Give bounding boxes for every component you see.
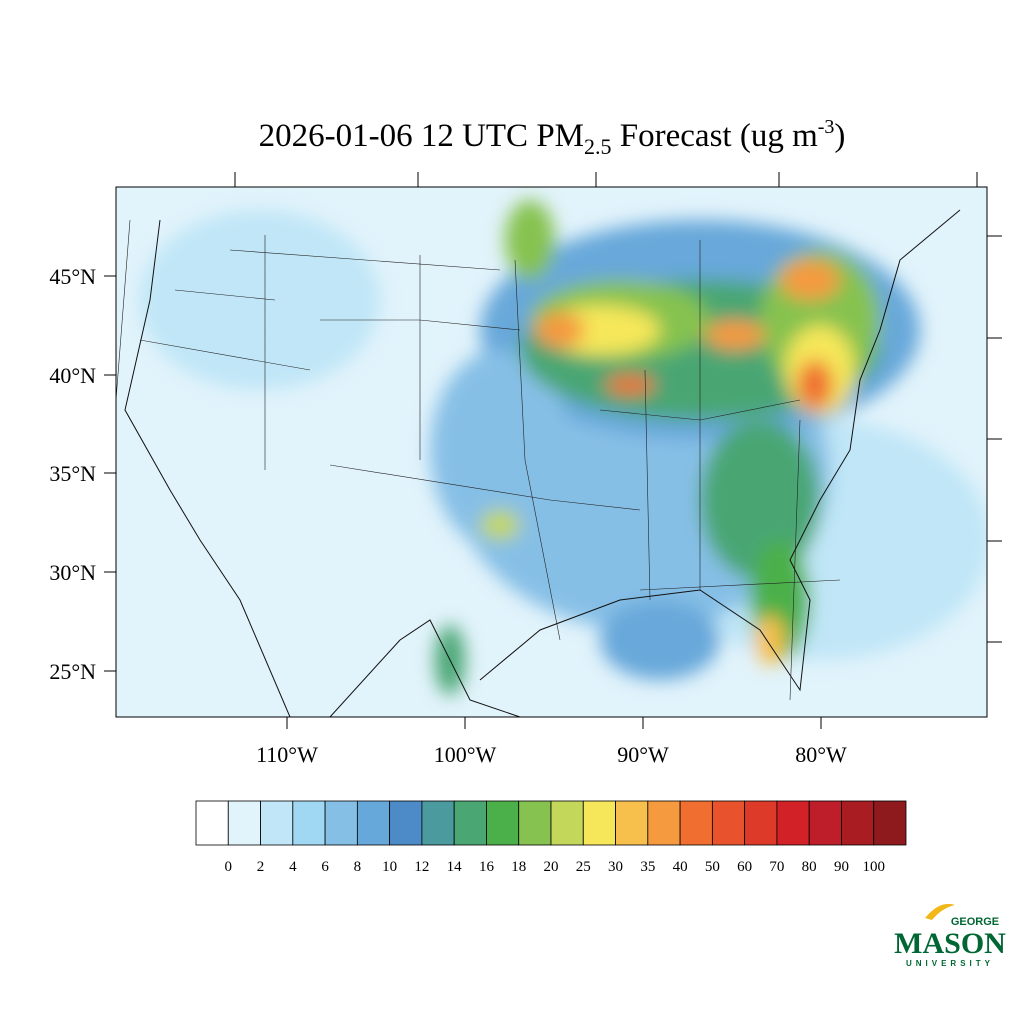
colorbar-label: 70 [769, 859, 784, 875]
lat-label: 30°N [49, 560, 96, 585]
lat-label: 45°N [49, 264, 96, 289]
colorbar-label: 4 [289, 859, 297, 875]
logo-main: MASON [894, 927, 1006, 960]
map-ticks [104, 172, 1002, 729]
colorbar-box [518, 800, 552, 846]
colorbar-box [195, 800, 229, 846]
colorbar-box [873, 800, 907, 846]
colorbar-box [711, 800, 746, 846]
colorbar-box [486, 800, 520, 846]
lat-label: 35°N [49, 461, 96, 486]
colorbar-label: 90 [834, 859, 849, 875]
colorbar-label: 50 [705, 859, 720, 875]
colorbar-label: 18 [511, 859, 526, 875]
colorbar-box [421, 800, 455, 846]
colorbar-label: 14 [447, 859, 463, 875]
logo-top: GEORGE [951, 916, 999, 928]
title-subscript: 2.5 [584, 134, 612, 159]
colorbar-box [808, 800, 842, 846]
title-superscript: -3 [818, 116, 835, 138]
title-end: ) [834, 118, 845, 154]
axis-labels: 45°N 40°N 35°N 30°N 25°N 110°W 100°W 90°W 80°W [49, 264, 847, 767]
colorbar-label: 12 [414, 859, 429, 875]
colorbar-box [679, 800, 713, 846]
colorbar-box [453, 800, 487, 846]
colorbar-box [841, 800, 875, 846]
colorbar: 0 2 4 6 8 10 12 14 16 18 20 25 30 35 40 50 60 70 80 90 100 [195, 800, 907, 875]
colorbar-box [615, 800, 649, 846]
map-field [116, 187, 987, 717]
colorbar-label: 8 [354, 859, 362, 875]
lon-label: 100°W [434, 742, 497, 767]
colorbar-label: 80 [802, 859, 817, 875]
lon-label: 80°W [795, 742, 847, 767]
colorbar-box [744, 800, 778, 846]
colorbar-box [647, 800, 681, 846]
colorbar-label: 60 [737, 859, 752, 875]
colorbar-label: 40 [673, 859, 688, 875]
logo: GEORGE MASON UNIVERSITY [894, 903, 1006, 968]
title-middle: Forecast (ug m [612, 118, 819, 154]
colorbar-box [292, 800, 326, 846]
colorbar-box [356, 800, 391, 846]
lon-label: 90°W [617, 742, 669, 767]
title: 2026-01-06 12 UTC PM2.5 Forecast (ug m-3… [259, 116, 846, 159]
colorbar-box [776, 800, 810, 846]
lat-label: 25°N [49, 659, 96, 684]
colorbar-label: 0 [225, 859, 233, 875]
colorbar-label: 20 [544, 859, 559, 875]
colorbar-box [227, 800, 261, 846]
colorbar-box [260, 800, 294, 846]
colorbar-label: 10 [382, 859, 397, 875]
colorbar-label: 16 [479, 859, 495, 875]
colorbar-label: 35 [640, 859, 655, 875]
colorbar-box [389, 800, 423, 846]
colorbar-box [324, 800, 358, 846]
colorbar-box [550, 800, 584, 846]
colorbar-label: 6 [321, 859, 329, 875]
colorbar-label: 30 [608, 859, 623, 875]
colorbar-label: 25 [576, 859, 591, 875]
colorbar-label: 2 [257, 859, 265, 875]
lon-label: 110°W [256, 742, 318, 767]
title-main: 2026-01-06 12 UTC PM [259, 118, 584, 154]
colorbar-label: 100 [862, 859, 885, 875]
lat-label: 40°N [49, 363, 96, 388]
map-frame [115, 186, 988, 718]
colorbar-box [582, 800, 616, 846]
logo-bottom: UNIVERSITY [906, 959, 994, 968]
